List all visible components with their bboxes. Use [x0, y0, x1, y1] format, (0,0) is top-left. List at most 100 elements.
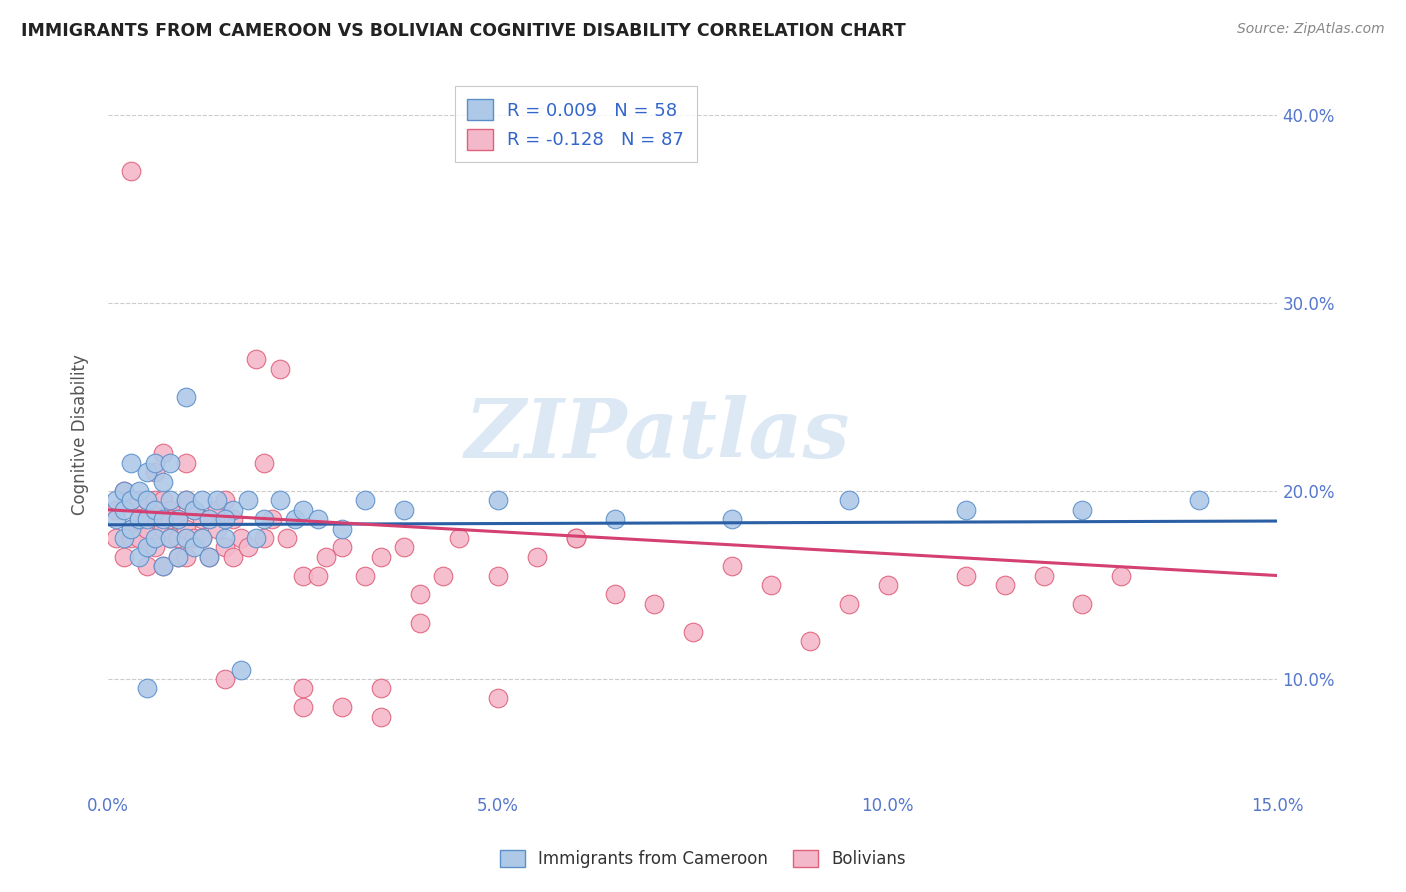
Point	[104, 493, 127, 508]
Point	[159, 531, 181, 545]
Point	[330, 522, 353, 536]
Point	[143, 531, 166, 545]
Point	[167, 512, 190, 526]
Point	[291, 681, 314, 696]
Point	[394, 502, 416, 516]
Point	[260, 512, 283, 526]
Point	[112, 531, 135, 545]
Point	[486, 493, 509, 508]
Point	[799, 634, 821, 648]
Point	[214, 541, 236, 555]
Point	[205, 522, 228, 536]
Point	[354, 493, 377, 508]
Point	[120, 531, 142, 545]
Point	[152, 512, 174, 526]
Point	[198, 512, 221, 526]
Point	[269, 361, 291, 376]
Point	[136, 522, 159, 536]
Point	[183, 541, 205, 555]
Point	[682, 624, 704, 639]
Point	[120, 493, 142, 508]
Point	[409, 587, 432, 601]
Point	[143, 465, 166, 479]
Point	[128, 531, 150, 545]
Point	[838, 493, 860, 508]
Point	[308, 512, 330, 526]
Text: Source: ZipAtlas.com: Source: ZipAtlas.com	[1237, 22, 1385, 37]
Point	[603, 587, 626, 601]
Point	[152, 493, 174, 508]
Point	[222, 512, 245, 526]
Point	[183, 531, 205, 545]
Point	[955, 502, 977, 516]
Point	[174, 549, 197, 564]
Point	[643, 597, 665, 611]
Point	[174, 456, 197, 470]
Point	[136, 493, 159, 508]
Point	[198, 549, 221, 564]
Point	[152, 559, 174, 574]
Point	[205, 493, 228, 508]
Point	[222, 549, 245, 564]
Point	[112, 483, 135, 498]
Point	[245, 531, 267, 545]
Point	[128, 512, 150, 526]
Point	[486, 568, 509, 582]
Point	[1071, 502, 1094, 516]
Point	[143, 541, 166, 555]
Point	[955, 568, 977, 582]
Point	[159, 502, 181, 516]
Point	[143, 512, 166, 526]
Point	[183, 502, 205, 516]
Point	[112, 483, 135, 498]
Point	[229, 531, 252, 545]
Point	[370, 549, 392, 564]
Point	[120, 164, 142, 178]
Point	[174, 531, 197, 545]
Point	[276, 531, 298, 545]
Point	[190, 531, 212, 545]
Point	[152, 475, 174, 489]
Point	[838, 597, 860, 611]
Point	[876, 578, 898, 592]
Point	[152, 522, 174, 536]
Point	[229, 663, 252, 677]
Point	[222, 502, 245, 516]
Point	[174, 522, 197, 536]
Point	[370, 709, 392, 723]
Point	[526, 549, 548, 564]
Point	[167, 549, 190, 564]
Point	[1071, 597, 1094, 611]
Point	[167, 549, 190, 564]
Point	[330, 700, 353, 714]
Point	[136, 493, 159, 508]
Point	[291, 502, 314, 516]
Y-axis label: Cognitive Disability: Cognitive Disability	[72, 354, 89, 515]
Point	[120, 522, 142, 536]
Point	[291, 700, 314, 714]
Point	[136, 541, 159, 555]
Point	[128, 512, 150, 526]
Point	[104, 512, 127, 526]
Point	[759, 578, 782, 592]
Point	[238, 493, 260, 508]
Point	[120, 522, 142, 536]
Point	[120, 493, 142, 508]
Point	[128, 549, 150, 564]
Point	[190, 493, 212, 508]
Point	[128, 493, 150, 508]
Point	[174, 493, 197, 508]
Point	[409, 615, 432, 630]
Point	[159, 456, 181, 470]
Point	[198, 549, 221, 564]
Point	[174, 493, 197, 508]
Point	[159, 531, 181, 545]
Text: ZIPatlas: ZIPatlas	[465, 394, 851, 475]
Point	[214, 493, 236, 508]
Point	[253, 456, 276, 470]
Point	[136, 465, 159, 479]
Point	[486, 690, 509, 705]
Point	[1032, 568, 1054, 582]
Point	[720, 559, 742, 574]
Point	[112, 502, 135, 516]
